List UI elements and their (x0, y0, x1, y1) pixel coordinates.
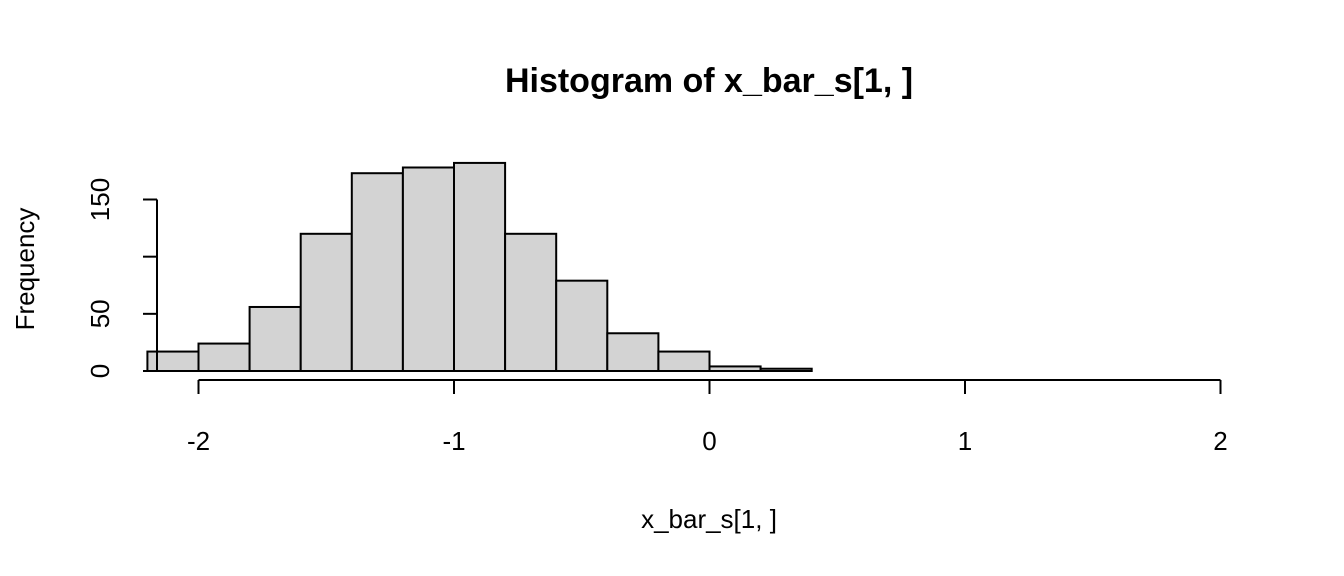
histogram-bar (504, 232, 558, 372)
histogram-bar (759, 367, 813, 373)
x-tick-label: 2 (1213, 426, 1227, 456)
histogram-bar (146, 350, 200, 373)
x-axis-label: x_bar_s[1, ] (641, 504, 777, 534)
y-axis: 0 50 150 (85, 178, 158, 378)
x-tick-label: -2 (187, 426, 210, 456)
x-tick-label: -1 (442, 426, 465, 456)
histogram-bar (555, 279, 609, 372)
histogram-bar (708, 365, 762, 372)
x-tick-label: 0 (702, 426, 716, 456)
histogram-bar (453, 161, 507, 372)
histogram-bar (657, 350, 711, 373)
histogram-bar (606, 332, 660, 372)
histogram-bars (146, 161, 813, 373)
histogram-bar (248, 305, 302, 372)
y-axis-label: Frequency (10, 208, 40, 331)
histogram-bar (299, 232, 353, 372)
y-tick-label: 50 (85, 299, 115, 328)
y-tick-label: 150 (85, 178, 115, 221)
x-axis: -2 -1 0 1 2 (187, 379, 1228, 456)
histogram-bar (350, 172, 404, 372)
y-tick-label: 0 (85, 364, 115, 378)
x-tick-label: 1 (958, 426, 972, 456)
chart-title: Histogram of x_bar_s[1, ] (505, 62, 913, 100)
histogram-bar (197, 342, 251, 372)
histogram-bar (401, 166, 455, 372)
